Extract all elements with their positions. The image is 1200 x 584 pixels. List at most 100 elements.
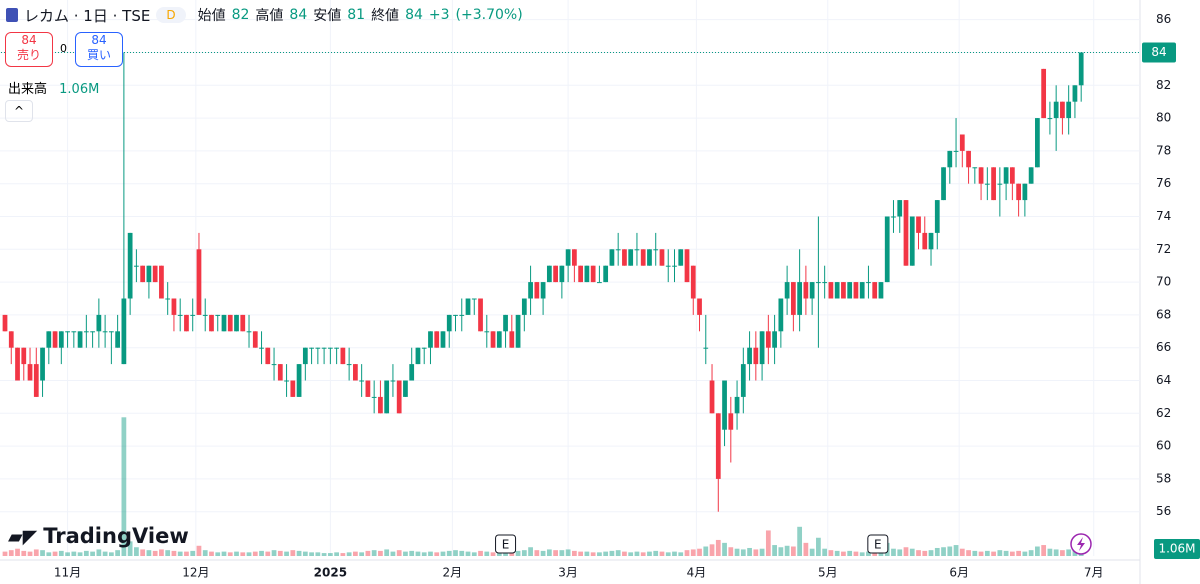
- volume-bar: [765, 530, 771, 556]
- candle-body: [978, 167, 984, 184]
- volume-bar: [728, 547, 734, 556]
- y-tick-label: 70: [1156, 275, 1171, 289]
- volume-bar: [202, 550, 208, 556]
- candle-body: [40, 347, 45, 381]
- candle-body: [672, 265, 677, 267]
- candle-body: [1035, 118, 1040, 168]
- candle-body: [922, 232, 928, 250]
- candle-body: [353, 364, 358, 381]
- candle-body: [765, 331, 771, 348]
- volume-bar: [159, 549, 164, 556]
- volume-bar: [859, 552, 865, 556]
- volume-title: 出来高: [8, 82, 48, 97]
- volume-bar: [753, 549, 759, 556]
- volume-bar: [790, 546, 796, 556]
- volume-bar: [722, 542, 727, 556]
- candle-body: [647, 249, 652, 266]
- candle-body: [984, 183, 990, 185]
- price-tag: [1142, 42, 1176, 63]
- candle-body: [1022, 183, 1028, 201]
- y-tick-label: 62: [1156, 406, 1171, 420]
- volume-bar: [690, 549, 696, 556]
- candle-body: [2, 314, 8, 332]
- low-value: 81: [347, 7, 366, 23]
- candle-body: [190, 314, 196, 316]
- candle-body: [797, 282, 803, 315]
- candle-body: [65, 331, 70, 333]
- volume-bar: [653, 550, 659, 556]
- volume-bar: [246, 552, 252, 556]
- candle-body: [878, 282, 884, 299]
- volume-bar: [496, 551, 502, 556]
- x-tick-label: 2025: [314, 566, 347, 580]
- candle-body: [33, 364, 39, 397]
- volume-bar: [978, 551, 984, 556]
- candle-body: [590, 265, 596, 283]
- volume-value: 1.06M: [59, 82, 100, 97]
- spread: 0: [60, 42, 67, 55]
- volume-bar: [440, 551, 446, 556]
- buy-button[interactable]: 84 買い: [75, 32, 123, 67]
- volume-bar: [265, 551, 271, 556]
- candle-body: [740, 364, 746, 397]
- volume-bar: [665, 552, 671, 556]
- candle-body: [897, 200, 903, 217]
- candle-body: [534, 282, 540, 299]
- volume-bar: [221, 551, 227, 556]
- candle-body: [240, 314, 246, 332]
- sell-button[interactable]: 84 売り: [5, 32, 53, 67]
- interval-badge[interactable]: D: [156, 7, 186, 23]
- symbol-icon: [6, 8, 18, 22]
- volume-bar: [446, 550, 452, 556]
- volume-bar: [546, 549, 552, 556]
- volume-bar: [659, 551, 665, 556]
- candle-body: [816, 282, 821, 284]
- candle-body: [1078, 52, 1084, 86]
- candle-body: [872, 282, 878, 299]
- close-label: 終値: [371, 8, 400, 24]
- candle-body: [227, 314, 233, 332]
- candle-body: [665, 265, 671, 267]
- candle-body: [371, 396, 377, 398]
- volume-bar: [903, 547, 909, 556]
- candle-body: [703, 347, 709, 349]
- volume-bar: [108, 552, 114, 556]
- symbol[interactable]: レカム · 1日 · TSE: [24, 6, 151, 25]
- candle-body: [346, 364, 352, 366]
- volume-bar: [678, 552, 684, 556]
- volume-bar: [127, 541, 133, 556]
- candle-body: [916, 216, 921, 233]
- candle-body: [790, 282, 796, 315]
- candle-body: [609, 249, 615, 266]
- candle-body: [209, 314, 214, 332]
- volume-bar: [503, 552, 508, 556]
- volume-bar: [27, 551, 33, 556]
- candle-body: [622, 249, 627, 266]
- candle-body: [934, 200, 940, 233]
- collapse-button[interactable]: ^: [5, 100, 33, 122]
- volume-bar: [434, 552, 440, 556]
- volume-bar: [403, 551, 408, 556]
- volume-bar: [65, 552, 70, 556]
- y-tick-label: 82: [1156, 78, 1171, 92]
- candle-body: [434, 331, 440, 348]
- candle-body: [734, 396, 740, 414]
- volume-bar: [528, 547, 533, 556]
- x-tick-label: 6月: [949, 566, 969, 580]
- volume-bar: [897, 549, 903, 556]
- y-tick-label: 66: [1156, 340, 1171, 354]
- volume-bar: [209, 551, 214, 556]
- candle-body: [1003, 167, 1009, 184]
- candle-body: [778, 298, 784, 332]
- volume-bar: [240, 552, 246, 556]
- candle-body: [102, 331, 108, 333]
- volume-bar: [290, 550, 296, 556]
- volume-legend: 出来高 1.06M: [8, 78, 99, 97]
- volume-bar: [809, 548, 815, 556]
- volume-bar: [540, 550, 546, 556]
- candle-body: [496, 331, 502, 348]
- volume-bar: [640, 552, 646, 556]
- volume-tag: [1154, 539, 1200, 559]
- volume-bar: [1028, 550, 1034, 556]
